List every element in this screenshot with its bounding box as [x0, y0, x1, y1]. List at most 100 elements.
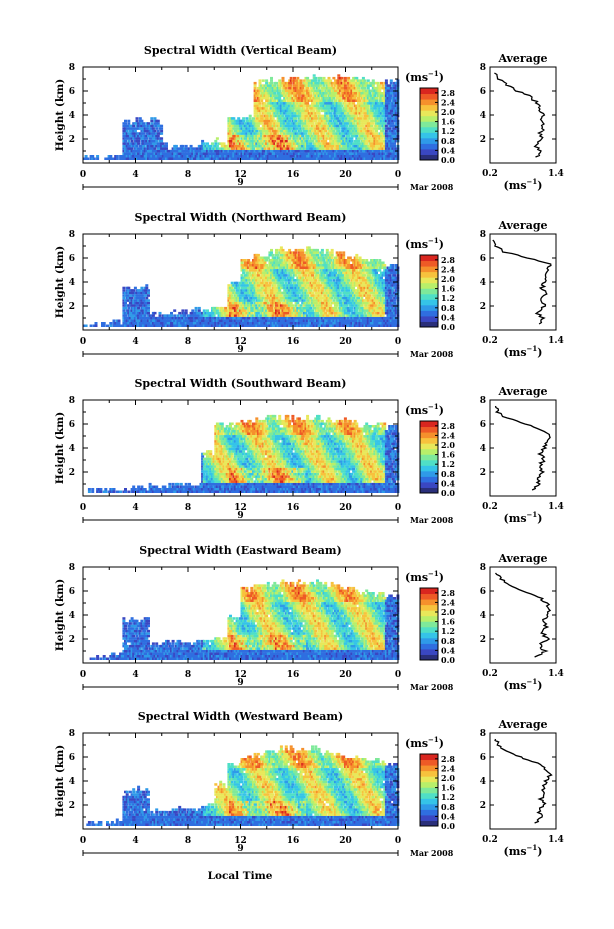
heatmap-cell	[291, 92, 295, 95]
heatmap-cell	[268, 124, 272, 128]
heatmap-cell	[306, 107, 310, 110]
heatmap-cell	[297, 129, 301, 133]
heatmap-cell	[265, 149, 269, 153]
heatmap-cell	[183, 155, 187, 158]
heatmap-cell	[184, 157, 188, 160]
heatmap-cell	[153, 147, 157, 150]
heatmap-cell	[258, 149, 262, 153]
heatmap-cell	[206, 147, 209, 150]
heatmap-cell	[319, 157, 323, 160]
heatmap-cell	[291, 139, 295, 143]
heatmap-cell	[253, 89, 257, 92]
heatmap-cell	[297, 132, 301, 135]
heatmap-cell	[268, 94, 272, 97]
heatmap-cell	[299, 102, 303, 105]
heatmap-cell	[317, 152, 321, 155]
heatmap-cell	[312, 112, 316, 115]
heatmap-cell	[256, 122, 260, 125]
heatmap-cell	[317, 149, 321, 153]
heatmap-cell	[233, 119, 237, 123]
heatmap-cell	[291, 117, 295, 120]
heatmap-cell	[293, 124, 296, 128]
heatmap-cell	[319, 104, 323, 108]
heatmap-cell	[242, 124, 246, 128]
heatmap-cell	[275, 86, 278, 90]
heatmap-cell	[122, 152, 126, 155]
heatmap-cell	[329, 81, 333, 85]
heatmap-cell	[166, 149, 170, 153]
heatmap-cell	[311, 157, 314, 160]
heatmap-cell	[260, 114, 264, 118]
heatmap-cell	[151, 155, 155, 158]
heatmap-cell	[325, 86, 329, 90]
heatmap-cell	[235, 132, 239, 135]
heatmap-cell	[270, 119, 273, 123]
heatmap-cell	[388, 84, 392, 87]
heatmap-cell	[230, 286, 234, 290]
heatmap-cell	[147, 134, 150, 138]
heatmap-cell	[330, 127, 334, 130]
heatmap-cell	[260, 84, 264, 87]
heatmap-cell	[135, 124, 139, 128]
heatmap-cell	[271, 155, 275, 158]
heatmap-cell	[320, 92, 324, 95]
heatmap-cell	[278, 155, 282, 158]
heatmap-cell	[242, 139, 246, 143]
heatmap-cell	[237, 144, 241, 148]
heatmap-cell	[363, 79, 367, 82]
heatmap-cell	[322, 92, 326, 95]
heatmap-cell	[255, 122, 259, 125]
heatmap-cell	[281, 129, 285, 133]
heatmap-cell	[153, 157, 157, 160]
heatmap-cell	[302, 157, 306, 160]
heatmap-cell	[271, 109, 275, 113]
heatmap-cell	[273, 139, 277, 143]
heatmap-cell	[242, 127, 246, 130]
heatmap-cell	[312, 81, 316, 85]
heatmap-cell	[302, 89, 306, 92]
heatmap-cell	[316, 107, 319, 110]
heatmap-cell	[320, 99, 324, 102]
heatmap-cell	[281, 107, 285, 110]
heatmap-cell	[237, 132, 241, 135]
heatmap-cell	[265, 122, 269, 125]
heatmap-cell	[250, 119, 254, 123]
heatmap-cell	[181, 309, 185, 312]
heatmap-cell	[288, 107, 292, 110]
heatmap-cell	[299, 109, 303, 113]
heatmap-cell	[324, 122, 328, 125]
heatmap-cell	[312, 76, 316, 80]
heatmap-cell	[266, 149, 270, 153]
heatmap-cell	[256, 102, 260, 105]
heatmap-cell	[211, 142, 214, 145]
heatmap-cell	[273, 89, 277, 92]
heatmap-cell	[250, 301, 254, 305]
avg-unit-base: (ms	[503, 179, 526, 192]
heatmap-cell	[137, 137, 141, 140]
heatmap-cell	[329, 102, 333, 105]
heatmap-cell	[160, 142, 164, 145]
heatmap-cell	[256, 147, 260, 150]
heatmap-cell	[278, 97, 282, 100]
heatmap-cell	[265, 94, 269, 97]
heatmap-cell	[330, 117, 334, 120]
heatmap-cell	[312, 132, 316, 135]
heatmap-cell	[314, 94, 318, 97]
heatmap-cell	[309, 99, 313, 102]
heatmap-cell	[237, 134, 241, 138]
heatmap-cell	[256, 132, 260, 135]
heatmap-cell	[317, 142, 321, 145]
heatmap-cell	[250, 137, 254, 140]
heatmap-cell	[301, 142, 305, 145]
heatmap-cell	[160, 144, 164, 148]
heatmap-cell	[296, 144, 300, 148]
heatmap-cell	[270, 306, 273, 310]
heatmap-cell	[263, 104, 267, 108]
heatmap-cell	[325, 144, 329, 148]
heatmap-cell	[138, 119, 142, 123]
heatmap-cell	[265, 97, 269, 100]
heatmap-cell	[250, 132, 254, 135]
heatmap-cell	[388, 99, 392, 102]
heatmap-cell	[151, 129, 155, 133]
heatmap-cell	[299, 157, 303, 160]
